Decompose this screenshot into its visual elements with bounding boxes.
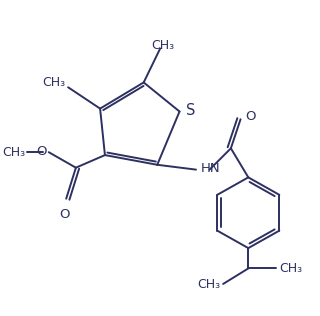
Text: CH₃: CH₃ bbox=[2, 146, 26, 159]
Text: CH₃: CH₃ bbox=[42, 76, 65, 89]
Text: CH₃: CH₃ bbox=[151, 39, 175, 52]
Text: CH₃: CH₃ bbox=[279, 262, 302, 275]
Text: CH₃: CH₃ bbox=[197, 278, 220, 291]
Text: O: O bbox=[36, 145, 47, 158]
Text: O: O bbox=[245, 110, 256, 123]
Text: HN: HN bbox=[201, 162, 220, 175]
Text: S: S bbox=[186, 103, 196, 118]
Text: O: O bbox=[59, 208, 69, 222]
